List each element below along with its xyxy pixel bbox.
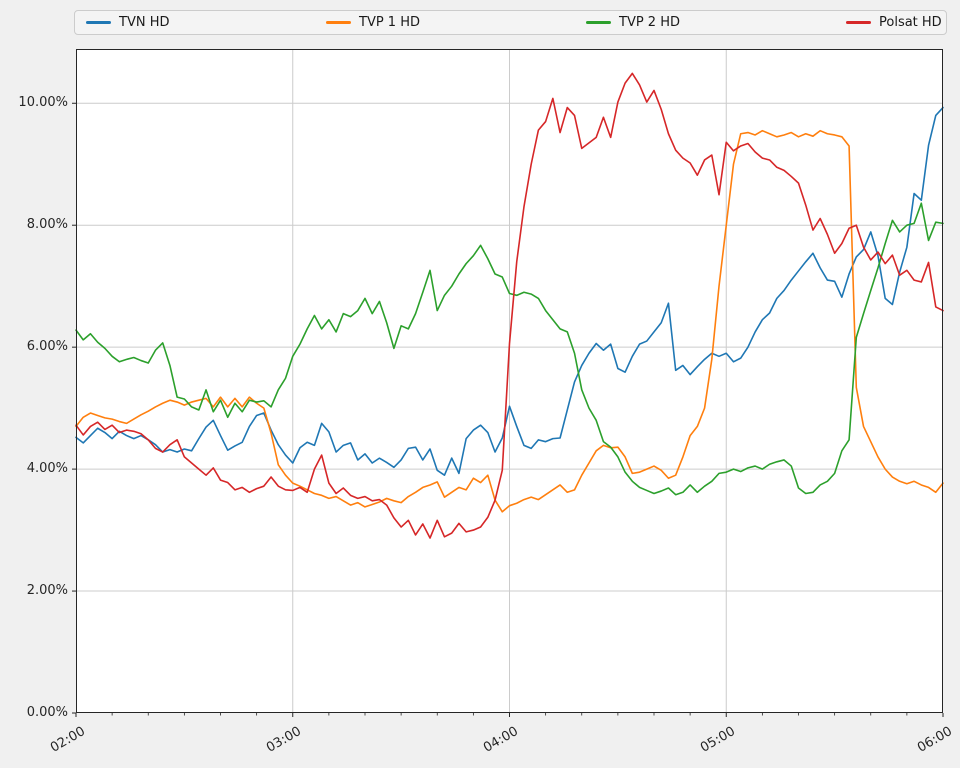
tvp1-hd-line-swatch [326,21,351,24]
tvp2-hd-line-swatch [586,21,611,24]
plot-frame [76,49,943,713]
plot-area [72,49,944,717]
polsat-hd-line-swatch [846,21,871,24]
x-tick-label-03:00: 03:00 [264,724,305,756]
x-tick-label-02:00: 02:00 [47,724,88,756]
y-tick-label-8.00%: 8.00% [26,217,68,233]
y-tick-label-2.00%: 2.00% [26,583,68,599]
legend-item-polsat-hd: Polsat HD [846,11,942,34]
legend: TVN HD TVP 1 HD TVP 2 HD Polsat HD [74,10,947,35]
y-tick-label-6.00%: 6.00% [26,339,68,355]
y-tick-label-4.00%: 4.00% [26,461,68,477]
x-tick-label-05:00: 05:00 [697,724,738,756]
x-tick-label-04:00: 04:00 [481,724,521,756]
x-tick-label-06:00: 06:00 [914,724,955,756]
series-line-tvn-hd [75,106,944,477]
series-line-polsat-hd [75,72,944,539]
y-tick-label-10.00%: 10.00% [18,95,68,111]
legend-label-tvn-hd: TVN HD [119,15,170,30]
tvn-hd-line-swatch [86,21,111,24]
chart-canvas [72,49,944,717]
series-line-tvp-2-hd [75,202,944,496]
legend-item-tvp2-hd: TVP 2 HD [586,11,680,34]
series-line-tvp-1-hd [75,129,944,513]
legend-item-tvn-hd: TVN HD [86,11,169,34]
legend-label-polsat-hd: Polsat HD [879,15,942,30]
legend-label-tvp2-hd: TVP 2 HD [619,15,680,30]
y-tick-label-0.00%: 0.00% [26,705,68,720]
legend-label-tvp1-hd: TVP 1 HD [359,15,420,30]
legend-item-tvp1-hd: TVP 1 HD [326,11,420,34]
